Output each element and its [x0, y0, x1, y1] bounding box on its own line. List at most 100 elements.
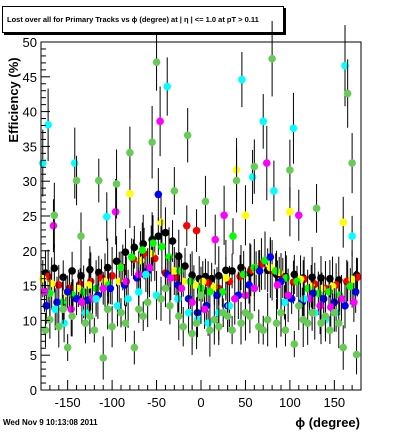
data-point [44, 121, 52, 129]
x-tick-label: 0 [197, 395, 204, 410]
data-point [200, 305, 209, 314]
y-tick-label: 10 [23, 313, 37, 328]
data-point [77, 232, 85, 240]
data-point [72, 176, 81, 185]
x-tick-label: 150 [323, 395, 345, 410]
data-point [184, 308, 193, 317]
data-point [281, 326, 290, 334]
data-point [316, 301, 324, 310]
plot-area [41, 42, 361, 390]
data-point [170, 267, 179, 275]
data-point [117, 308, 125, 317]
data-point [192, 226, 201, 235]
data-point [294, 211, 303, 220]
data-point [303, 319, 312, 327]
data-point [112, 180, 121, 188]
data-point [130, 243, 139, 252]
data-point [177, 284, 186, 293]
data-point [197, 291, 205, 300]
data-point [330, 308, 339, 317]
x-tick-label: -150 [55, 395, 81, 410]
data-point [161, 228, 170, 237]
data-point [266, 253, 275, 261]
data-point [284, 291, 292, 300]
data-point [343, 89, 352, 98]
data-point [108, 322, 116, 331]
data-point [111, 208, 120, 216]
data-point [168, 237, 177, 245]
data-point [183, 131, 192, 140]
data-point [228, 267, 236, 275]
data-point [103, 263, 112, 272]
data-point [246, 312, 254, 321]
data-point [127, 253, 136, 261]
data-point [99, 284, 108, 293]
data-point [250, 162, 259, 171]
data-point [126, 189, 134, 198]
data-point [158, 242, 166, 251]
data-point [121, 248, 130, 256]
data-point [211, 235, 220, 244]
y-tick-label: 5 [30, 348, 37, 363]
data-point [138, 246, 147, 254]
data-point [174, 312, 183, 321]
data-point [157, 295, 165, 303]
data-point [124, 295, 132, 303]
data-point [147, 249, 156, 258]
data-point [271, 267, 280, 275]
data-point [325, 288, 333, 296]
x-tick-label: -100 [99, 395, 125, 410]
data-point [108, 272, 116, 280]
data-point [201, 197, 210, 206]
data-point [305, 295, 314, 303]
data-point [170, 187, 179, 195]
data-point [326, 326, 334, 334]
data-point [290, 270, 299, 279]
data-point [139, 312, 148, 321]
data-point [308, 308, 316, 317]
y-tick-label: 45 [23, 70, 37, 85]
chart-title-box: Lost over all for Primary Tracks vs ϕ (d… [2, 6, 284, 33]
data-point [113, 301, 122, 310]
data-point [259, 326, 268, 334]
data-point [348, 275, 356, 284]
data-point [263, 315, 272, 324]
data-point [40, 288, 49, 296]
data-point [290, 340, 299, 348]
data-point [175, 267, 184, 275]
data-point [85, 281, 93, 289]
data-point [46, 315, 54, 324]
data-point [41, 326, 50, 334]
data-point [229, 232, 237, 240]
data-point [352, 350, 361, 359]
data-point [94, 176, 103, 185]
data-point [165, 253, 173, 261]
data-point [63, 288, 72, 296]
data-point [77, 272, 85, 280]
data-point [134, 288, 143, 296]
data-point [293, 277, 301, 286]
data-point [59, 305, 68, 314]
chart-title: Lost over all for Primary Tracks vs ϕ (d… [7, 15, 259, 24]
data-point [321, 312, 330, 321]
data-point [53, 298, 61, 307]
y-tick-label: 35 [23, 139, 37, 154]
data-point [214, 322, 223, 331]
x-tick-label: 50 [238, 395, 252, 410]
timestamp: Wed Nov 9 10:13:08 2011 [3, 418, 98, 427]
data-point [341, 61, 349, 70]
data-point [272, 319, 281, 327]
data-point [90, 326, 99, 334]
data-point [339, 343, 348, 352]
plot-frame [41, 42, 361, 390]
data-point [166, 301, 174, 310]
data-point [312, 204, 321, 213]
data-point [317, 319, 325, 327]
data-point [166, 274, 175, 282]
series-8 [41, 20, 361, 380]
x-axis-label: ϕ (degree) [295, 415, 360, 430]
data-point [49, 221, 58, 230]
data-point [42, 301, 51, 310]
data-point [112, 257, 121, 266]
data-point [237, 263, 245, 272]
